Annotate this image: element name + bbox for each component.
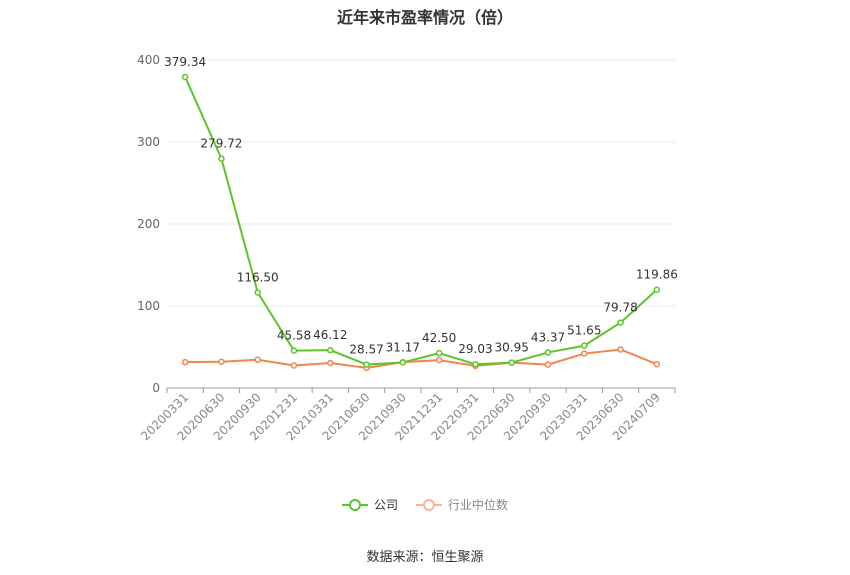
- industry-point: [617, 346, 624, 353]
- company-point: [472, 360, 479, 368]
- y-tick-label: 300: [137, 135, 160, 149]
- company-point: [363, 361, 370, 368]
- y-tick-label: 200: [137, 217, 160, 231]
- data-label: 279.72: [200, 137, 242, 151]
- data-label: 31.17: [386, 340, 420, 354]
- y-tick-label: 100: [137, 299, 160, 313]
- industry-point: [290, 362, 298, 369]
- company-point: [617, 319, 624, 326]
- company-point: [399, 359, 407, 366]
- legend-item-industry[interactable]: 行业中位数: [416, 496, 508, 513]
- data-label: 379.34: [164, 55, 206, 69]
- y-tick-label: 0: [152, 381, 160, 395]
- legend-marker-industry: [416, 498, 442, 511]
- industry-point: [181, 358, 189, 366]
- industry-point: [581, 350, 588, 357]
- company-point: [327, 346, 334, 354]
- company-point: [218, 155, 225, 162]
- company-point: [544, 349, 552, 356]
- company-point: [290, 347, 298, 354]
- chart-title: 近年来市盈率情况（倍）: [336, 8, 513, 27]
- data-label: 46.12: [313, 328, 347, 342]
- data-label: 42.50: [422, 331, 456, 345]
- data-label: 79.78: [603, 301, 637, 315]
- industry-line: [185, 348, 658, 369]
- data-label: 45.58: [277, 329, 311, 343]
- company-point: [435, 349, 443, 357]
- industry-point: [435, 356, 443, 364]
- data-label: 29.03: [458, 342, 492, 356]
- industry-point: [327, 359, 334, 367]
- industry-point: [544, 361, 552, 368]
- company-point: [181, 73, 189, 81]
- company-point: [508, 359, 515, 366]
- y-tick-label: 400: [137, 53, 160, 67]
- data-label: 51.65: [567, 324, 601, 338]
- company-point: [254, 289, 261, 296]
- company-line: [184, 76, 658, 366]
- industry-point: [653, 360, 661, 368]
- legend: 公司 行业中位数: [0, 496, 850, 513]
- industry-point: [254, 356, 261, 363]
- legend-marker-company: [341, 498, 368, 511]
- source-note: 数据来源：恒生聚源: [366, 550, 484, 565]
- legend-item-company[interactable]: 公司: [341, 496, 398, 513]
- industry-point: [218, 358, 225, 366]
- data-label: 30.95: [495, 341, 529, 355]
- data-label: 119.86: [636, 268, 678, 282]
- data-label: 28.57: [349, 343, 383, 357]
- legend-label-company: 公司: [373, 498, 398, 512]
- legend-label-industry: 行业中位数: [448, 498, 509, 512]
- company-point: [653, 286, 661, 293]
- company-point: [581, 342, 588, 349]
- data-label: 43.37: [531, 330, 565, 344]
- data-label: 116.50: [237, 270, 279, 284]
